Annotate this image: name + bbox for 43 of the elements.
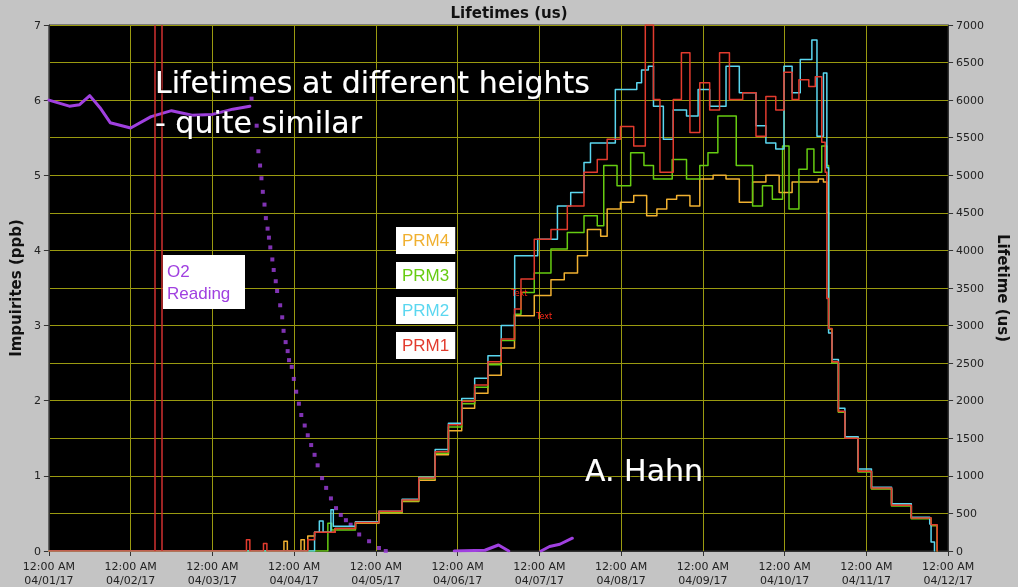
y-tick-label: 2 [33, 394, 41, 408]
x-tick-label: 12:00 AM 04/10/17 [758, 559, 811, 587]
y2-tick-label: 3000 [956, 319, 985, 333]
y2-tick-label: 5500 [956, 131, 985, 145]
text: PRM4 [402, 231, 450, 250]
x-tick-label: 12:00 AM 04/07/17 [513, 559, 566, 587]
x-tick-label: 12:00 AM 04/05/17 [349, 559, 402, 587]
y-axis-title: Impuirites (ppb) [6, 219, 25, 357]
x-tick-label: 12:00 AM 04/09/17 [676, 559, 729, 587]
y2-tick-label: 3500 [956, 281, 985, 295]
y-tick-label: 3 [33, 319, 41, 333]
text: PRM1 [402, 336, 450, 355]
x-tick-label: 12:00 AM 04/12/17 [922, 559, 975, 587]
y-tick-label: 5 [33, 168, 41, 182]
y-tick-label: 6 [33, 93, 41, 107]
y2-tick-label: 1000 [956, 469, 985, 483]
x-tick-label: 12:00 AM 04/01/17 [22, 559, 76, 587]
y-tick-label: 4 [33, 243, 41, 257]
y2-tick-label: 2500 [956, 356, 985, 370]
text: O2 Reading [167, 261, 231, 303]
y-tick-label: 7 [33, 18, 41, 32]
y2-tick-label: 500 [956, 506, 978, 520]
chart-title: Lifetimes (us) [450, 3, 568, 22]
y2-tick-label: 4500 [956, 206, 985, 220]
x-tick-label: 12:00 AM 04/04/17 [268, 559, 321, 587]
y2-tick-label: 6500 [956, 56, 985, 70]
x-tick-label: 12:00 AM 04/06/17 [431, 559, 484, 587]
x-tick-label: 12:00 AM 04/08/17 [595, 559, 648, 587]
y2-tick-label: 4000 [956, 243, 985, 257]
y2-tick-label: 6000 [956, 93, 985, 107]
y2-tick-label: 0 [956, 544, 964, 558]
text: PRM2 [402, 301, 450, 320]
y-tick-label: 0 [33, 544, 41, 558]
y-tick-label: 1 [33, 469, 41, 483]
y2-tick-label: 5000 [956, 168, 985, 182]
x-tick-label: 12:00 AM 04/03/17 [186, 559, 239, 587]
y2-axis-title: Lifetime (us) [993, 233, 1012, 343]
y2-tick-label: 1500 [956, 431, 985, 445]
y2-tick-label: 2000 [956, 394, 985, 408]
text: PRM3 [402, 266, 450, 285]
y2-tick-label: 7000 [956, 18, 985, 32]
x-tick-label: 12:00 AM 04/11/17 [840, 559, 893, 587]
x-tick-label: 12:00 AM 04/02/17 [104, 559, 157, 587]
